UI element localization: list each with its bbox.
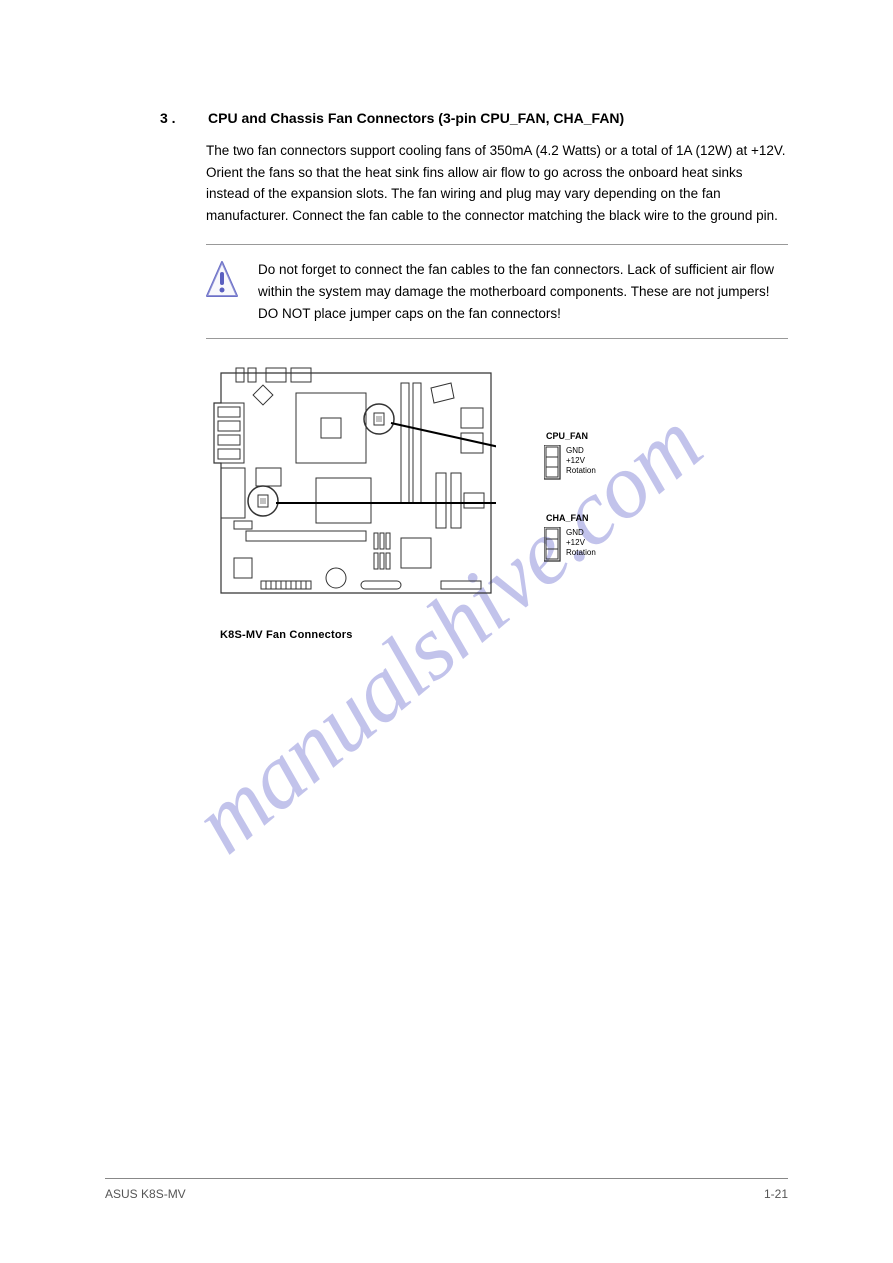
page-footer: ASUS K8S-MV 1-21 — [105, 1178, 788, 1201]
cpu-fan-pin-3: Rotation — [566, 466, 596, 475]
section-title: CPU and Chassis Fan Connectors (3-pin CP… — [208, 110, 624, 126]
figure-caption: K8S-MV Fan Connectors — [220, 629, 788, 641]
cpu-fan-pin-2: +12V — [566, 456, 585, 465]
section-heading: 3 . CPU and Chassis Fan Connectors (3-pi… — [206, 110, 788, 128]
cpu-fan-label: CPU_FAN — [546, 431, 588, 441]
footer-left: ASUS K8S-MV — [105, 1187, 186, 1201]
section-number: 3 . — [160, 110, 176, 126]
cha-fan-pin-1: GND — [566, 528, 584, 537]
caution-block: Do not forget to connect the fan cables … — [206, 244, 788, 339]
cha-fan-pin-2: +12V — [566, 538, 585, 547]
cpu-fan-pin-1: GND — [566, 446, 584, 455]
caution-icon — [203, 259, 241, 306]
page-content: 3 . CPU and Chassis Fan Connectors (3-pi… — [0, 0, 893, 641]
cha-fan-pin-3: Rotation — [566, 548, 596, 557]
footer-right: 1-21 — [764, 1187, 788, 1201]
motherboard-diagram — [206, 363, 496, 603]
body-paragraph: The two fan connectors support cooling f… — [206, 140, 788, 226]
cha-fan-label: CHA_FAN — [546, 513, 589, 523]
figure-area: CPU_FAN GND +12V Rotation CHA_FAN GND +1… — [206, 363, 788, 623]
caution-text: Do not forget to connect the fan cables … — [258, 259, 788, 324]
